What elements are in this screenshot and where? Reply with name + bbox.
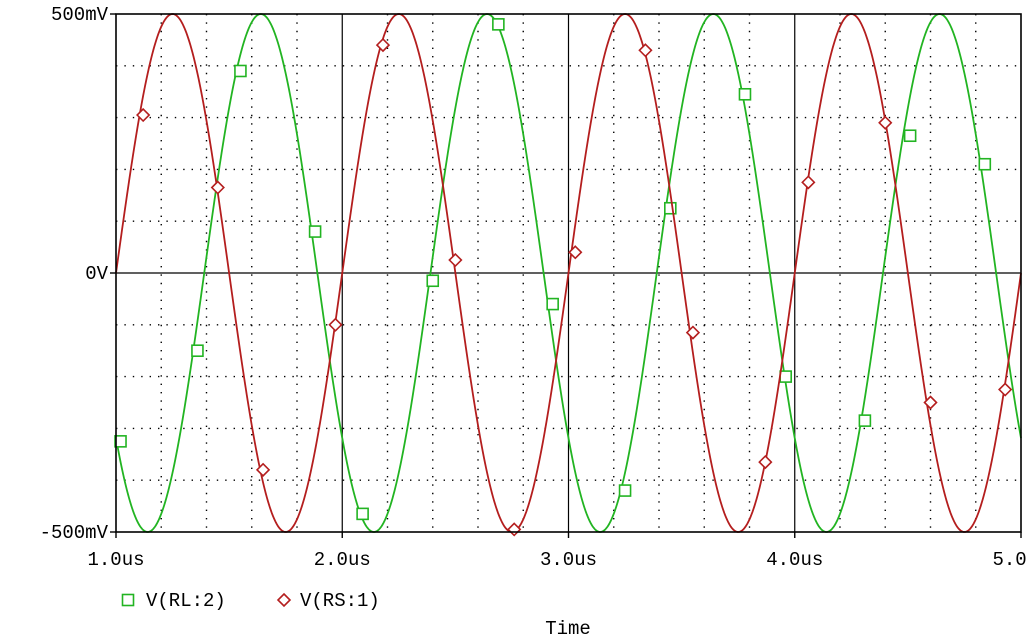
series-marker (136, 107, 151, 123)
series-marker (492, 18, 505, 31)
series-marker (426, 274, 440, 288)
series-marker (210, 180, 225, 195)
series-marker (738, 87, 752, 101)
series-marker (114, 435, 127, 448)
series-marker (685, 325, 701, 340)
series-marker (903, 129, 917, 143)
y-tick-label: 0V (85, 263, 108, 285)
y-tick-label: -500mV (40, 522, 109, 544)
series-marker (448, 252, 463, 268)
legend-marker (276, 592, 292, 608)
series-marker (758, 454, 773, 470)
series-marker (234, 64, 247, 78)
series-line (115, 13, 1022, 533)
series-line (115, 13, 1022, 533)
series-layer (114, 13, 1022, 537)
series-marker (923, 395, 938, 410)
x-axis-title: Time (545, 618, 591, 640)
series-marker (801, 175, 816, 190)
series-marker (638, 43, 653, 58)
x-tick-label: 4.0us (766, 549, 823, 571)
y-tick-label: 500mV (51, 4, 109, 26)
series-marker (255, 462, 271, 477)
series-marker (191, 344, 204, 358)
axis-ticks: 1.0us 2.0us 3.0us 4.0us 5.0us 500mV 0V -500mV (40, 4, 1026, 571)
series-marker (878, 115, 893, 130)
legend: V(RL:2) V(RS:1) (121, 590, 380, 612)
series-marker (568, 245, 583, 260)
legend-marker (121, 593, 135, 607)
series-1 (114, 13, 1022, 533)
x-tick-label: 5.0us (992, 549, 1026, 571)
series-marker (978, 157, 992, 171)
series-marker (779, 370, 793, 383)
series-marker (546, 297, 559, 311)
x-tick-label: 3.0us (540, 549, 597, 571)
legend-label: V(RS:1) (300, 590, 380, 612)
series-marker (618, 484, 632, 497)
legend-label: V(RL:2) (146, 590, 226, 612)
series-marker (328, 317, 343, 332)
series-marker (375, 37, 391, 53)
x-tick-label: 1.0us (87, 549, 144, 571)
series-marker (858, 414, 872, 427)
series-2 (115, 13, 1022, 537)
series-marker (664, 201, 677, 215)
series-marker (356, 507, 369, 521)
series-marker (308, 225, 322, 238)
series-marker (998, 382, 1013, 397)
x-tick-label: 2.0us (314, 549, 371, 571)
